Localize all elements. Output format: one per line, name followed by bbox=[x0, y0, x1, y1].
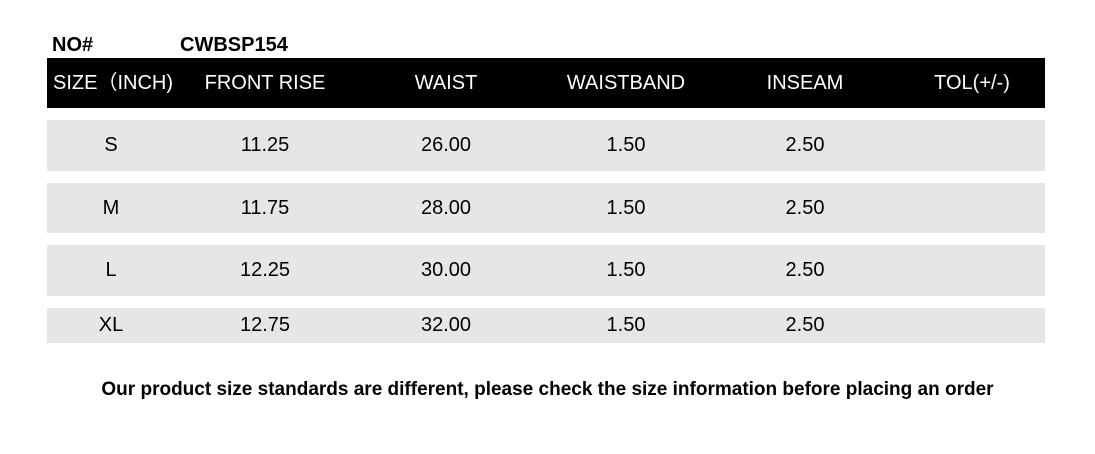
table-header: SIZE（INCH) FRONT RISE WAIST WAISTBAND INSEAM… bbox=[47, 58, 1045, 108]
table-row: S 11.25 26.00 1.50 2.50 bbox=[47, 120, 1045, 171]
table-cell: 11.75 bbox=[240, 196, 290, 219]
size-note: Our product size standards are different… bbox=[101, 379, 994, 400]
column-header: TOL(+/-) bbox=[934, 72, 1010, 94]
table-cell: 12.25 bbox=[239, 259, 291, 281]
table-cell: 26.00 bbox=[420, 134, 472, 156]
column-header: WAISTBAND bbox=[566, 72, 686, 94]
table-row: XL 12.75 32.00 1.50 2.50 bbox=[47, 308, 1045, 343]
table-cell: 11.25 bbox=[240, 134, 290, 156]
table-cell: 28.00 bbox=[420, 196, 472, 219]
column-header: WAIST bbox=[414, 72, 478, 94]
table-cell: 1.50 bbox=[606, 134, 646, 156]
table-cell: S bbox=[104, 134, 118, 156]
table-cell: 2.50 bbox=[785, 196, 825, 219]
table-cell: 1.50 bbox=[606, 196, 646, 219]
table-cell: 32.00 bbox=[420, 314, 472, 336]
table-cell: XL bbox=[98, 314, 124, 336]
table-row: L 12.25 30.00 1.50 2.50 bbox=[47, 245, 1045, 296]
no-label: NO# bbox=[52, 34, 94, 56]
table-cell: 2.50 bbox=[785, 314, 825, 336]
table-cell: 30.00 bbox=[420, 259, 472, 281]
table-cell: M bbox=[102, 196, 120, 219]
table-cell: L bbox=[105, 259, 117, 281]
table-row: M 11.75 28.00 1.50 2.50 bbox=[47, 183, 1045, 233]
table-cell: 2.50 bbox=[785, 259, 825, 281]
table-cell: 1.50 bbox=[606, 314, 646, 336]
column-header: INSEAM bbox=[766, 72, 844, 94]
table-cell: 2.50 bbox=[785, 134, 825, 156]
column-header: SIZE（INCH) bbox=[53, 72, 173, 94]
table-cell: 12.75 bbox=[239, 314, 291, 336]
column-header: FRONT RISE bbox=[204, 72, 326, 94]
model-number: CWBSP154 bbox=[180, 34, 288, 56]
table-cell: 1.50 bbox=[606, 259, 646, 281]
